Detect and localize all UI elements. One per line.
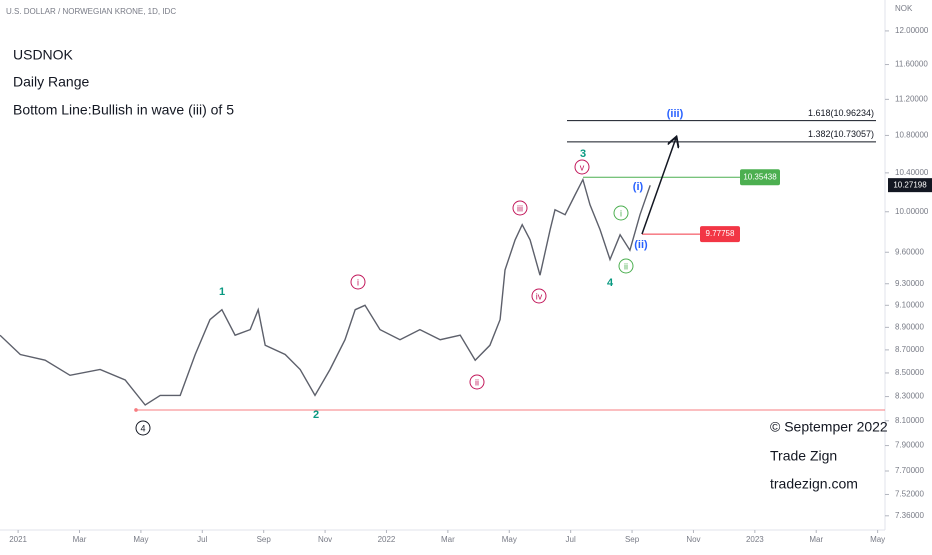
wave-circle <box>512 200 528 216</box>
wave-label: 4 <box>607 277 614 289</box>
chart-title: U.S. DOLLAR / NORWEGIAN KRONE, 1D, IDC <box>6 7 176 16</box>
wave-circle <box>469 374 485 390</box>
y-tick-label: 8.30000 <box>895 392 924 401</box>
wave-circle <box>531 288 547 304</box>
x-tick-label: May <box>502 535 517 544</box>
wave-label: iii <box>517 203 523 213</box>
y-tick-label: 8.10000 <box>895 416 924 425</box>
x-tick-label: Nov <box>686 535 700 544</box>
y-tick-label: 9.60000 <box>895 247 924 256</box>
y-tick-label: 10.80000 <box>895 131 929 140</box>
x-tick-label: May <box>870 535 885 544</box>
wave-label: 1 <box>219 286 225 298</box>
wave-label: i <box>620 208 622 218</box>
wave-circle <box>574 159 590 175</box>
x-tick-label: 2022 <box>378 535 396 544</box>
axis-unit: NOK <box>895 4 913 13</box>
x-tick-label: Jul <box>197 535 207 544</box>
y-tick-label: 7.36000 <box>895 511 924 520</box>
wave-label: i <box>357 277 359 287</box>
y-tick-label: 11.60000 <box>895 60 928 69</box>
level-tag <box>700 226 740 243</box>
price-tag-label: 10.27198 <box>893 180 927 189</box>
credit: Trade Zign <box>770 448 837 464</box>
y-tick-label: 10.00000 <box>895 207 929 216</box>
x-tick-label: Jul <box>566 535 576 544</box>
price-line <box>0 177 651 406</box>
x-tick-label: Nov <box>318 535 332 544</box>
wave-label: (i) <box>633 181 644 193</box>
y-tick-label: 7.52000 <box>895 490 924 499</box>
x-tick-label: Mar <box>809 535 823 544</box>
wave-label: 4 <box>140 423 145 433</box>
x-tick-label: Sep <box>625 535 640 544</box>
y-tick-label: 8.90000 <box>895 322 924 331</box>
x-tick-label: Sep <box>257 535 272 544</box>
y-tick-label: 8.70000 <box>895 345 924 354</box>
x-tick-label: Mar <box>73 535 87 544</box>
wave-label: iv <box>536 291 543 301</box>
y-tick-label: 8.50000 <box>895 368 924 377</box>
projection-arrow <box>641 138 676 235</box>
wave-label: 3 <box>580 148 586 160</box>
price-tag <box>888 178 932 193</box>
x-tick-label: 2023 <box>746 535 764 544</box>
note: USDNOK <box>13 47 74 63</box>
wave-circle <box>613 205 629 221</box>
wave-circle <box>135 420 151 436</box>
x-tick-label: 2021 <box>9 535 27 544</box>
wave-label: ii <box>475 377 479 387</box>
level-tag-label: 9.77758 <box>706 229 735 238</box>
credit: © Septemper 2022 <box>770 419 888 435</box>
support-dot <box>134 408 138 412</box>
wave-label: (ii) <box>634 239 648 251</box>
note: Daily Range <box>13 74 89 90</box>
x-tick-label: Mar <box>441 535 455 544</box>
wave-label: 2 <box>313 409 319 421</box>
wave-label: (iii) <box>667 108 684 120</box>
fib-label: 1.382(10.73057) <box>808 129 874 139</box>
note: Bottom Line:Bullish in wave (iii) of 5 <box>13 102 234 118</box>
level-tag <box>740 169 780 186</box>
fib-label: 1.618(10.96234) <box>808 108 874 118</box>
y-tick-label: 10.40000 <box>895 168 929 177</box>
wave-label: ii <box>624 261 628 271</box>
credit: tradezign.com <box>770 476 858 492</box>
level-tag-label: 10.35438 <box>743 172 777 181</box>
wave-label: v <box>580 162 585 172</box>
wave-circle <box>350 274 366 290</box>
y-tick-label: 9.30000 <box>895 279 924 288</box>
y-tick-label: 7.90000 <box>895 441 924 450</box>
y-tick-label: 9.10000 <box>895 300 924 309</box>
y-tick-label: 11.20000 <box>895 94 928 103</box>
x-tick-label: May <box>133 535 148 544</box>
wave-circle <box>618 258 634 274</box>
y-tick-label: 12.00000 <box>895 26 929 35</box>
y-tick-label: 7.70000 <box>895 466 924 475</box>
